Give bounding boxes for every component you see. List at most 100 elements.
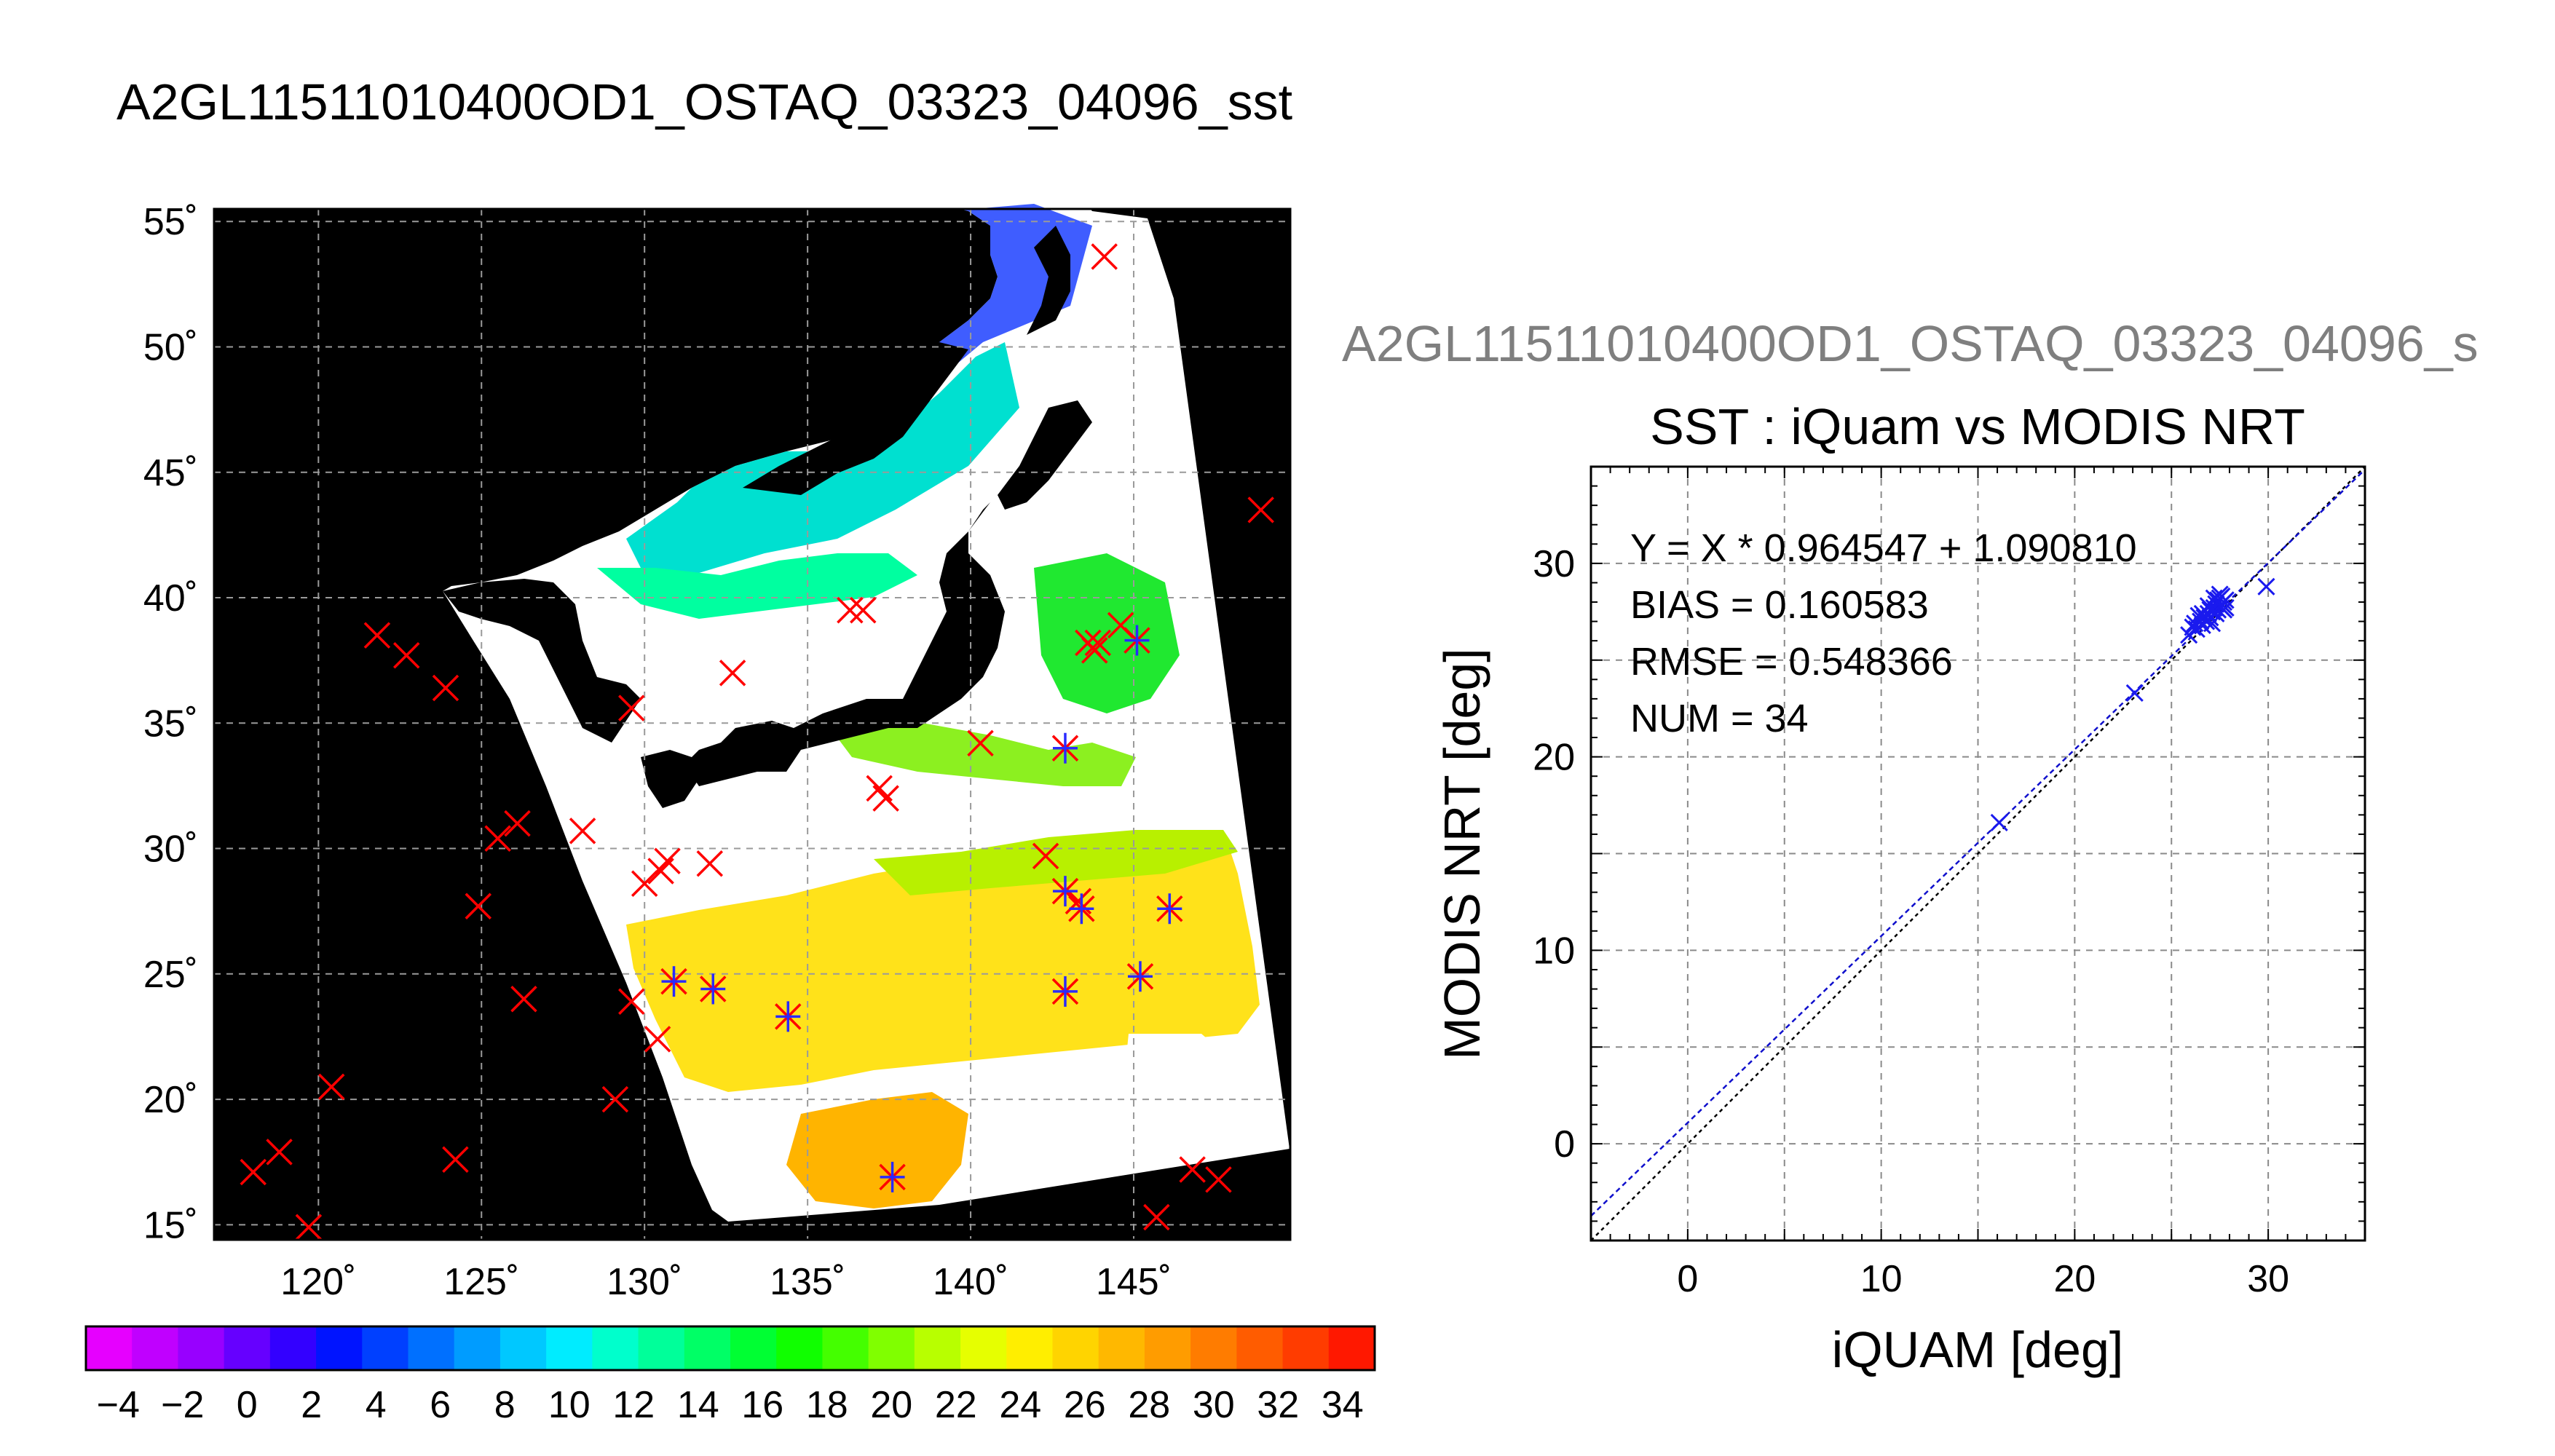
colorbar-cell — [684, 1326, 731, 1370]
map-lat-tick-label: 45˚ — [143, 452, 198, 494]
scatter-x-tick-labels: 0 10 20 30 — [1677, 1258, 2289, 1300]
scatter-y-tick-label: 10 — [1533, 930, 1575, 972]
map-marker-x — [1081, 637, 1108, 664]
map-lat-tick-label: 35˚ — [143, 703, 198, 745]
scatter-stat-line: RMSE = 0.548366 — [1630, 640, 1953, 684]
colorbar-tick-label: 28 — [1128, 1384, 1170, 1426]
colorbar-tick-label: 14 — [677, 1384, 719, 1426]
land-japan-kyushu — [641, 750, 699, 808]
map-marker-x — [363, 622, 391, 649]
map-lat-tick-label: 25˚ — [143, 954, 198, 996]
map-marker-star — [1157, 893, 1182, 925]
colorbar-cells — [86, 1326, 1375, 1370]
map-marker-x — [1084, 629, 1111, 657]
map-marker-x — [1032, 842, 1059, 870]
scatter-y-axis-label: MODIS NRT [deg] — [1434, 648, 1490, 1059]
colorbar-cell — [269, 1326, 317, 1370]
map-marker-x — [484, 825, 511, 852]
land-japan-honshu — [684, 502, 1005, 786]
colorbar-cell — [546, 1326, 593, 1370]
land-sakhalin — [1027, 226, 1070, 335]
scatter-y-tick-label: 0 — [1554, 1123, 1575, 1166]
map-marker-x — [569, 818, 596, 844]
map-marker-x — [442, 1146, 469, 1173]
scatter-title: SST : iQuam vs MODIS NRT — [1650, 398, 2305, 455]
map-lat-tick-label: 30˚ — [143, 828, 198, 871]
colorbar-cell — [730, 1326, 777, 1370]
map-marker-x — [872, 785, 899, 812]
scatter-y-tick-label: 20 — [1533, 737, 1575, 779]
map-lon-tick-label: 140˚ — [933, 1261, 1008, 1303]
colorbar-cell — [1282, 1326, 1330, 1370]
map-marker-x — [295, 1214, 323, 1241]
colorbar-cell — [499, 1326, 547, 1370]
scatter-points — [1990, 577, 2275, 832]
map-lon-tick-label: 135˚ — [770, 1261, 845, 1303]
map-lat-tick-label: 20˚ — [143, 1079, 198, 1121]
map-grid — [214, 209, 1290, 1240]
colorbar-cell — [1052, 1326, 1099, 1370]
colorbar-cell — [362, 1326, 409, 1370]
sst-region-green-south-honshu — [830, 721, 1136, 786]
map-marker-x — [618, 695, 645, 721]
scatter-y-tick-labels: 0 10 20 30 — [1533, 543, 1575, 1166]
map-marker-x — [644, 1026, 671, 1053]
fit-line — [1590, 469, 2366, 1217]
scatter-stats-block: Y = X * 0.964547 + 1.090810 BIAS = 0.1605… — [1630, 526, 2137, 740]
map-marker-x — [967, 729, 994, 757]
colorbar-tick-label: 10 — [548, 1384, 591, 1426]
sst-region-yellow — [626, 830, 1260, 1092]
scatter-x-axis-label: iQUAM [deg] — [1832, 1321, 2124, 1378]
sst-region-teal — [597, 553, 917, 619]
colorbar-tick-label: 4 — [366, 1384, 387, 1426]
map-marker-x — [1091, 243, 1118, 270]
map-marker-star — [775, 1001, 801, 1032]
colorbar-tick-label: 8 — [494, 1384, 516, 1426]
map-marker-star — [1052, 876, 1078, 907]
colorbar-cell — [408, 1326, 455, 1370]
map-marker-x — [504, 810, 531, 837]
colorbar-tick-label: 32 — [1257, 1384, 1299, 1426]
map-marker-star — [880, 1161, 905, 1192]
map-marker-x — [837, 597, 864, 624]
colorbar-cell — [132, 1326, 179, 1370]
colorbar-cell — [1328, 1326, 1375, 1370]
colorbar-tick-labels: −4 −2 0 2 4 6 8 10 12 14 16 18 20 22 24 26 28 30 32 34 — [97, 1384, 1364, 1426]
colorbar-tick-label: 24 — [999, 1384, 1041, 1426]
colorbar-tick-label: 2 — [301, 1384, 322, 1426]
colorbar-cell — [1236, 1326, 1284, 1370]
colorbar-tick-label: 26 — [1064, 1384, 1106, 1426]
cloud-patch-3 — [1121, 1034, 1252, 1150]
map-marker-x — [631, 870, 658, 898]
scatter-x-tick-label: 10 — [1860, 1258, 1903, 1300]
map-marker-star — [700, 973, 726, 1005]
map-marker-star — [1124, 625, 1150, 656]
map-marker-x — [618, 988, 645, 1015]
colorbar-cell — [1144, 1326, 1191, 1370]
figure-title: A2GL11511010400OD1_OSTAQ_03323_04096_sst — [117, 74, 1293, 130]
scatter-stat-line: Y = X * 0.964547 + 1.090810 — [1630, 526, 2137, 570]
land-russia-coast — [743, 342, 968, 495]
colorbar-tick-label: 34 — [1322, 1384, 1364, 1426]
scatter-stat-line: NUM = 34 — [1630, 697, 1809, 740]
scatter-grid — [1591, 467, 2365, 1241]
map-lat-tick-label: 40˚ — [143, 577, 198, 620]
colorbar-tick-label: 6 — [430, 1384, 451, 1426]
map-marker-x — [317, 1073, 345, 1101]
map-lat-tick-label: 50˚ — [143, 326, 198, 368]
land-hokkaido — [998, 400, 1092, 510]
map-marker-x — [465, 893, 492, 920]
map-frame — [213, 207, 1292, 1241]
map-lat-tick-label: 15˚ — [143, 1204, 198, 1246]
map-marker-star — [661, 966, 687, 997]
identity-line — [1590, 466, 2366, 1241]
map-lon-tick-label: 130˚ — [607, 1261, 682, 1303]
scatter-point — [2125, 684, 2144, 702]
map-marker-x — [240, 1158, 266, 1186]
map-marker-x — [850, 597, 877, 624]
map-marker-x — [1205, 1166, 1232, 1193]
scatter-point — [2193, 604, 2211, 623]
colorbar-cell — [638, 1326, 685, 1370]
sst-region-yellow-green — [874, 830, 1238, 895]
